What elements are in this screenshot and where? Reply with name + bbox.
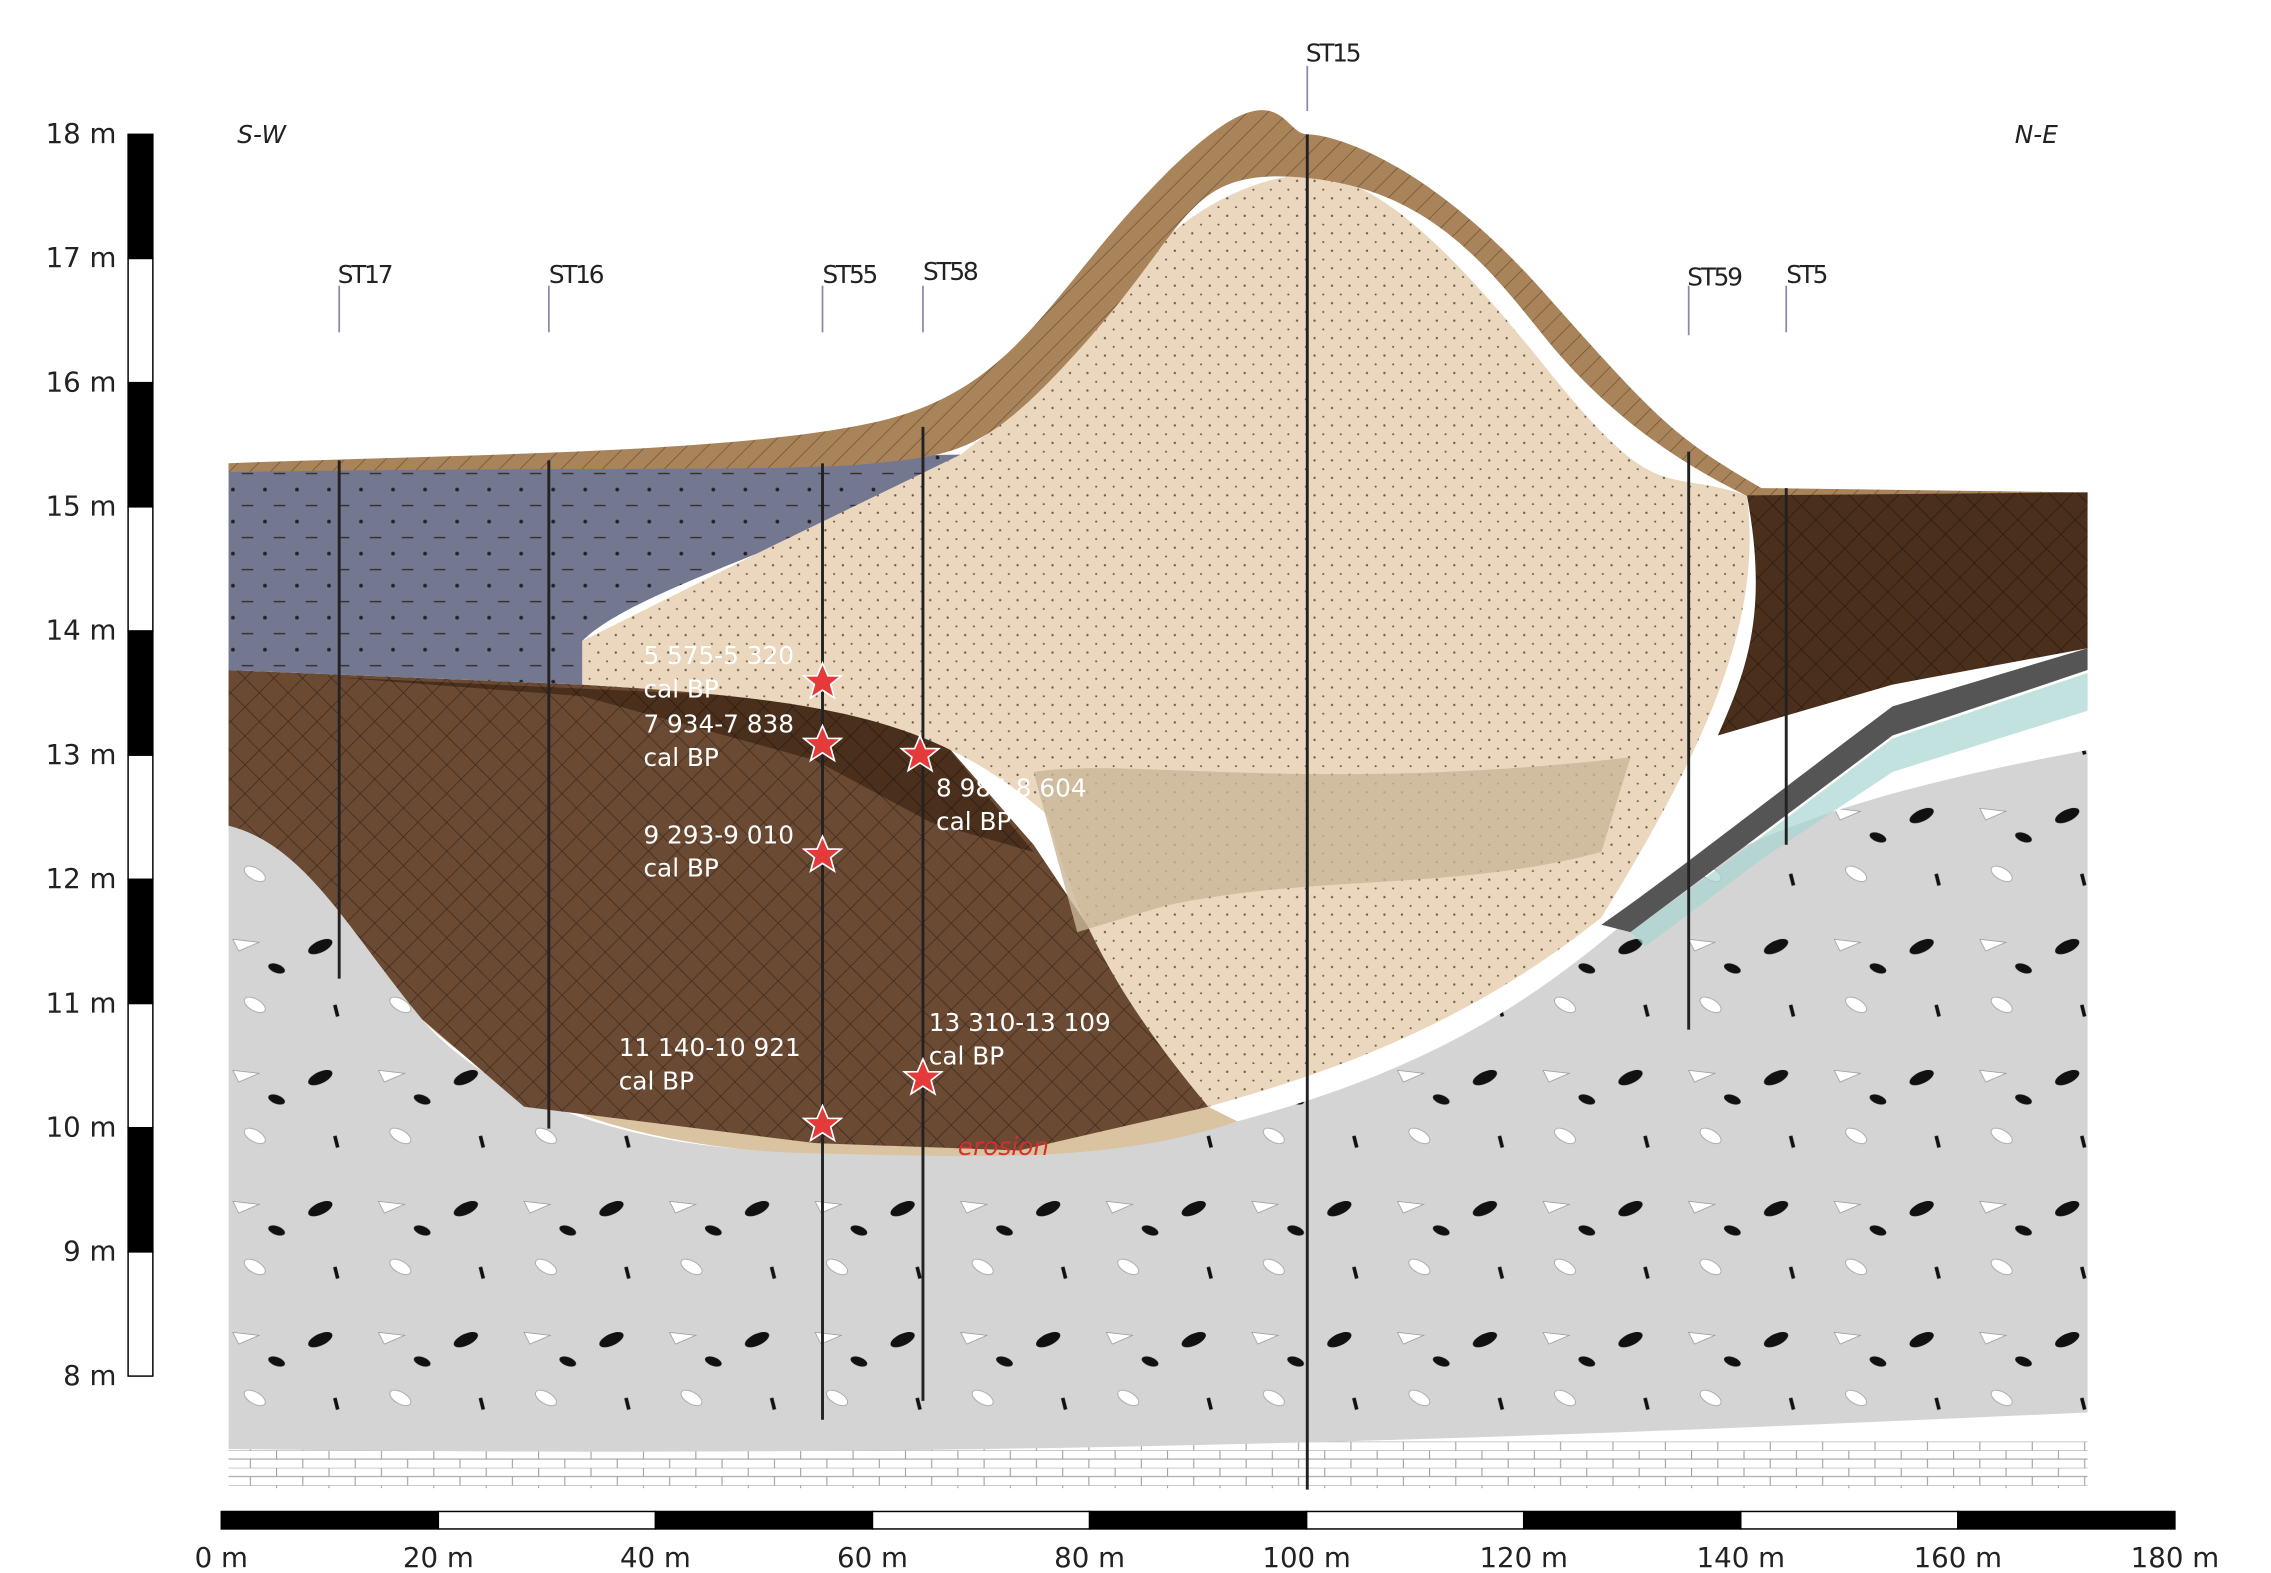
- borehole-labels: ST17 ST16 ST55 ST58 ST15 ST59 ST5: [338, 39, 1829, 292]
- borehole-label: ST55: [823, 260, 877, 289]
- date-unit: cal BP: [929, 1042, 1004, 1071]
- borehole-label: ST15: [1306, 39, 1360, 68]
- scale-segment: [871, 1510, 1091, 1530]
- date-range: 8 985-8 604: [936, 774, 1087, 803]
- scale-label: 160 m: [1914, 1541, 2002, 1573]
- scale-segment: [437, 1510, 657, 1530]
- scale-label: 8 m: [63, 1359, 116, 1392]
- scale-label: 80 m: [1054, 1541, 1125, 1573]
- scale-label: 40 m: [620, 1541, 691, 1573]
- scale-segment: [127, 1002, 154, 1129]
- scale-segment: [127, 878, 154, 1005]
- borehole-lines: [337, 134, 1788, 1490]
- dark-layer: [334, 677, 1034, 853]
- date-range: 7 934-7 838: [643, 710, 794, 739]
- layers: [228, 110, 2088, 1489]
- scale-label: 10 m: [46, 1110, 117, 1143]
- vertical-scale: 18 m 17 m 16 m 15 m 14 m 13 m 12 m 11 m 10 m 9 m 8…: [46, 117, 154, 1392]
- scale-label: 16 m: [46, 365, 117, 398]
- scale-segment: [127, 1251, 154, 1377]
- scale-label: 180 m: [2131, 1541, 2219, 1573]
- scale-label: 60 m: [837, 1541, 908, 1573]
- scale-label: 12 m: [46, 862, 117, 895]
- cyan-strip: [1630, 672, 2088, 947]
- date-range: 5 575-5 320: [643, 641, 794, 670]
- scale-label: 0 m: [195, 1541, 248, 1573]
- borehole-label: ST17: [338, 260, 392, 289]
- scale-segment: [1305, 1510, 1525, 1530]
- scale-label: 9 m: [63, 1235, 116, 1268]
- borehole-label: ST16: [549, 260, 604, 289]
- scale-label: 13 m: [46, 738, 117, 771]
- scale-label: 18 m: [46, 117, 117, 150]
- scale-label: 14 m: [46, 614, 117, 647]
- scale-segment: [654, 1510, 874, 1530]
- erosion-label: erosion: [958, 1132, 1049, 1161]
- scale-label: 11 m: [46, 986, 117, 1019]
- basal-sand: [422, 1019, 1238, 1157]
- date-unit: cal BP: [936, 807, 1011, 836]
- scale-segment: [127, 630, 154, 756]
- topsoil: [228, 110, 2088, 503]
- orientation-right: N-E: [2015, 120, 2058, 149]
- scale-label: 20 m: [403, 1541, 474, 1573]
- horizontal-scale: 0 m 20 m 40 m 60 m 80 m 100 m 120 m 140 m 160 m 1…: [195, 1510, 2219, 1573]
- date-unit: cal BP: [643, 675, 718, 704]
- scale-label: 120 m: [1479, 1541, 1567, 1573]
- scale-segment: [127, 133, 154, 260]
- scale-segment: [1522, 1510, 1742, 1530]
- scale-label: 100 m: [1262, 1541, 1350, 1573]
- borehole-label: ST5: [1786, 260, 1826, 289]
- right-brown: [1717, 492, 2088, 736]
- scale-segment: [1740, 1510, 1959, 1530]
- scale-segment: [1957, 1510, 2176, 1530]
- scale-label: 15 m: [46, 490, 117, 523]
- date-range: 9 293-9 010: [643, 820, 794, 849]
- borehole-label: ST58: [923, 257, 978, 286]
- scale-label: 140 m: [1697, 1541, 1785, 1573]
- scale-segment: [127, 754, 154, 881]
- scale-segment: [127, 506, 154, 632]
- grey-strip: [1601, 648, 2088, 933]
- borehole-ticks: [338, 65, 1788, 336]
- dates: 5 575-5 320 cal BP 7 934-7 838 cal BP 8 …: [619, 641, 1111, 1142]
- scale-segment: [220, 1510, 440, 1530]
- date-unit: cal BP: [643, 854, 718, 883]
- scale-label: 17 m: [46, 241, 117, 274]
- borehole-label: ST59: [1687, 263, 1741, 292]
- scale-segment: [127, 1127, 154, 1253]
- date-range: 13 310-13 109: [929, 1008, 1111, 1037]
- silt-band: [1033, 757, 1631, 933]
- date-unit: cal BP: [643, 743, 718, 772]
- scale-segment: [1088, 1510, 1308, 1530]
- blue-layer: [228, 454, 961, 685]
- date-range: 11 140-10 921: [619, 1033, 801, 1062]
- scale-segment: [127, 257, 154, 384]
- scale-segment: [127, 381, 154, 508]
- date-unit: cal BP: [619, 1066, 694, 1095]
- orientation-left: S-W: [237, 120, 287, 149]
